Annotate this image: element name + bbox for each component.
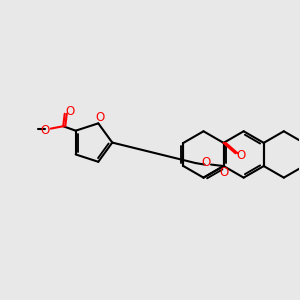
Text: O: O [65, 106, 75, 118]
Text: O: O [236, 149, 245, 162]
Text: O: O [95, 112, 104, 124]
Text: O: O [219, 166, 228, 179]
Text: O: O [41, 124, 50, 136]
Text: O: O [201, 156, 210, 169]
